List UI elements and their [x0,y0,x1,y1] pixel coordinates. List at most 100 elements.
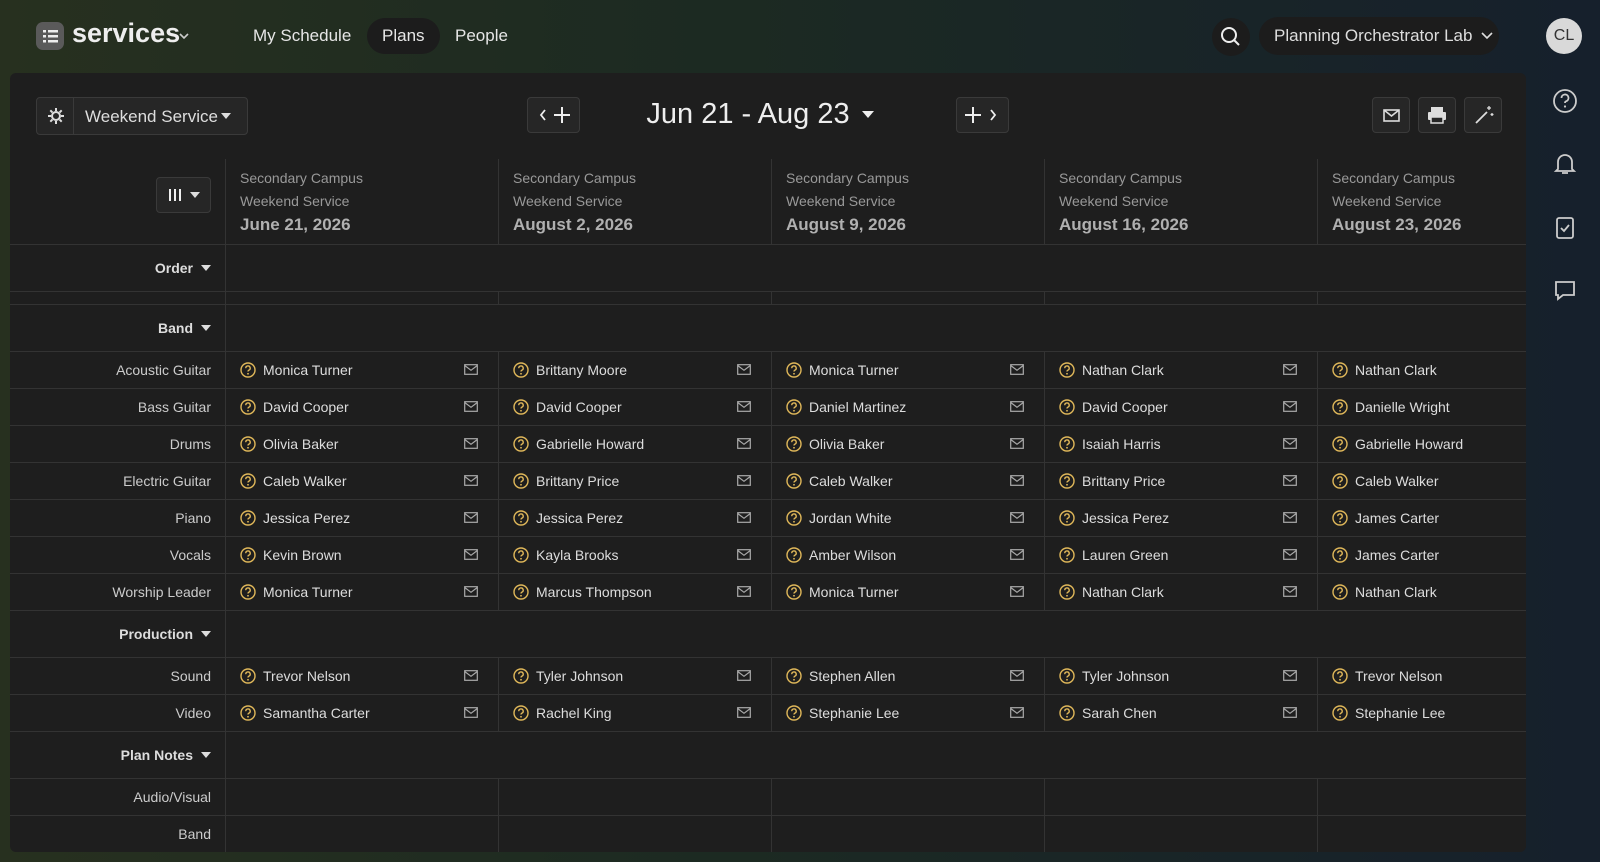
assignment-cell[interactable]: Kevin Brown [226,537,499,573]
assignment-cell[interactable]: Kayla Brooks [499,537,772,573]
assignment-cell[interactable]: Jessica Perez [1045,500,1318,536]
assignment-cell[interactable]: Nathan Clark [1045,574,1318,610]
assignment-cell[interactable]: Jessica Perez [499,500,772,536]
assignment-cell[interactable]: David Cooper [1045,389,1318,425]
pending-status-icon [786,668,802,684]
assignment-cell[interactable]: Tyler Johnson [1045,658,1318,694]
magic-button[interactable] [1464,97,1502,133]
assignment-cell[interactable]: Nathan Clark [1318,574,1526,610]
plan-header[interactable]: Secondary Campus Weekend Service August 16… [1045,159,1318,244]
assignment-cell[interactable]: Nathan Clark [1045,352,1318,388]
pending-status-icon [786,547,802,563]
plans-panel: Weekend Service Jun 21 - Aug 23 Secondar… [10,73,1526,852]
messages-icon[interactable] [1552,277,1578,303]
tasks-icon[interactable] [1552,214,1578,240]
note-cell[interactable] [226,779,499,815]
assignment-cell[interactable]: Stephen Allen [772,658,1045,694]
pending-status-icon [1332,399,1348,415]
note-cell[interactable] [226,816,499,852]
assignment-cell[interactable]: Amber Wilson [772,537,1045,573]
assignment-cell[interactable]: Monica Turner [226,574,499,610]
assignment-cell[interactable]: Stephanie Lee [772,695,1045,731]
assignment-cell[interactable]: Stephanie Lee [1318,695,1526,731]
plan-header[interactable]: Secondary Campus Weekend Service August 23… [1318,159,1526,244]
person-name: Nathan Clark [1355,362,1437,378]
assignment-cell[interactable]: Trevor Nelson [1318,658,1526,694]
plan-service: Weekend Service [1059,193,1169,209]
assignment-cell[interactable]: David Cooper [499,389,772,425]
email-button[interactable] [1372,97,1410,133]
assignment-cell[interactable]: Monica Turner [226,352,499,388]
nav-link[interactable]: My Schedule [253,26,352,45]
assignment-cell[interactable]: David Cooper [226,389,499,425]
assignment-cell[interactable]: Caleb Walker [1318,463,1526,499]
search-button[interactable] [1211,17,1251,57]
assignment-cell[interactable]: Daniel Martinez [772,389,1045,425]
section-title[interactable]: Band [10,305,226,351]
position-label: Video [10,695,226,731]
email-person-icon [1010,707,1024,718]
assignment-cell[interactable]: Caleb Walker [226,463,499,499]
note-cell[interactable] [772,779,1045,815]
plan-campus: Secondary Campus [240,170,363,186]
section-body [226,245,1526,291]
note-cell[interactable] [499,816,772,852]
service-type-select[interactable]: Weekend Service [36,97,248,135]
section-title[interactable]: Order [10,245,226,291]
nav-link[interactable]: People [455,26,508,45]
pending-status-icon [1332,584,1348,600]
note-cell[interactable] [499,779,772,815]
section-title[interactable]: Production [10,611,226,657]
assignment-cell[interactable]: Gabrielle Howard [1318,426,1526,462]
note-cell[interactable] [1045,816,1318,852]
note-cell[interactable] [772,816,1045,852]
assignment-cell[interactable]: Nathan Clark [1318,352,1526,388]
next-add-button[interactable] [956,97,1009,133]
assignment-cell[interactable]: Brittany Price [499,463,772,499]
assignment-cell[interactable]: Marcus Thompson [499,574,772,610]
assignment-cell[interactable]: Brittany Price [1045,463,1318,499]
assignment-cell[interactable]: Monica Turner [772,352,1045,388]
assignment-cell[interactable]: Jordan White [772,500,1045,536]
assignment-cell[interactable]: James Carter [1318,537,1526,573]
app-name[interactable]: services [72,18,181,48]
app-logo[interactable] [36,22,64,50]
plan-campus: Secondary Campus [1332,170,1455,186]
assignment-cell[interactable]: Tyler Johnson [499,658,772,694]
assignment-cell[interactable]: Isaiah Harris [1045,426,1318,462]
nav-link[interactable]: Plans [367,18,440,54]
app-menu-caret[interactable] [178,32,190,40]
section-header: Band [10,305,1526,352]
assignment-cell[interactable]: Jessica Perez [226,500,499,536]
plan-header[interactable]: Secondary Campus Weekend Service August 2,… [499,159,772,244]
column-picker[interactable] [156,176,211,213]
assignment-cell[interactable]: Olivia Baker [772,426,1045,462]
help-icon[interactable] [1552,88,1578,114]
assignment-cell[interactable]: Brittany Moore [499,352,772,388]
assignment-cell[interactable]: Rachel King [499,695,772,731]
print-button[interactable] [1418,97,1456,133]
assignment-cell[interactable]: Caleb Walker [772,463,1045,499]
assignment-cell[interactable]: Samantha Carter [226,695,499,731]
assignment-cell[interactable]: Lauren Green [1045,537,1318,573]
plan-header[interactable]: Secondary Campus Weekend Service June 21, … [226,159,499,244]
org-switcher[interactable]: Planning Orchestrator Lab [1259,17,1499,55]
assignment-cell[interactable]: Sarah Chen [1045,695,1318,731]
note-cell[interactable] [1318,816,1526,852]
date-range-select[interactable]: Jun 21 - Aug 23 [630,98,890,131]
assignment-cell[interactable]: Gabrielle Howard [499,426,772,462]
assignment-cell[interactable]: James Carter [1318,500,1526,536]
person-name: Nathan Clark [1355,584,1437,600]
assignment-cell[interactable]: Danielle Wright [1318,389,1526,425]
section-title[interactable]: Plan Notes [10,732,226,778]
assignment-cell[interactable]: Trevor Nelson [226,658,499,694]
note-cell[interactable] [1045,779,1318,815]
prev-add-button[interactable] [527,97,580,133]
assignment-cell[interactable]: Monica Turner [772,574,1045,610]
note-cell[interactable] [1318,779,1526,815]
assignment-cell[interactable]: Olivia Baker [226,426,499,462]
plan-header[interactable]: Secondary Campus Weekend Service August 9,… [772,159,1045,244]
pending-status-icon [240,547,256,563]
notifications-icon[interactable] [1552,151,1578,177]
avatar[interactable]: CL [1546,18,1582,54]
